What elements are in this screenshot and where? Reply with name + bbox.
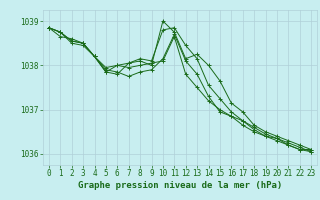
X-axis label: Graphe pression niveau de la mer (hPa): Graphe pression niveau de la mer (hPa) — [78, 181, 282, 190]
